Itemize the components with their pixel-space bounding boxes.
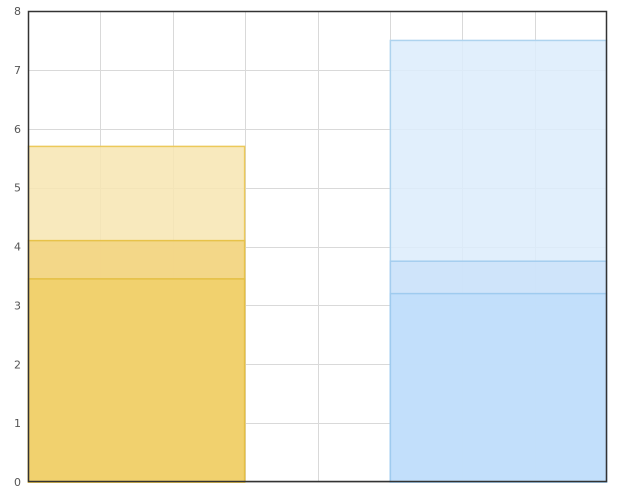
y-tick-label: 1 xyxy=(14,417,21,430)
y-tick-label: 8 xyxy=(14,5,21,18)
y-tick-label: 4 xyxy=(14,241,21,254)
plot-frame xyxy=(27,10,608,483)
y-tick-label: 3 xyxy=(14,299,21,312)
bar-series-3-category-2 xyxy=(389,292,608,483)
bars xyxy=(27,39,608,483)
y-tick-labels: 0 1 2 3 4 5 6 7 8 xyxy=(14,5,21,488)
y-tick-label: 7 xyxy=(14,64,21,77)
axes xyxy=(27,10,608,483)
bar-series-3-category-1 xyxy=(27,278,246,483)
y-tick-label: 2 xyxy=(14,358,21,371)
y-tick-label: 0 xyxy=(14,476,21,488)
y-tick-label: 6 xyxy=(14,123,21,136)
y-tick-label: 5 xyxy=(14,182,21,195)
